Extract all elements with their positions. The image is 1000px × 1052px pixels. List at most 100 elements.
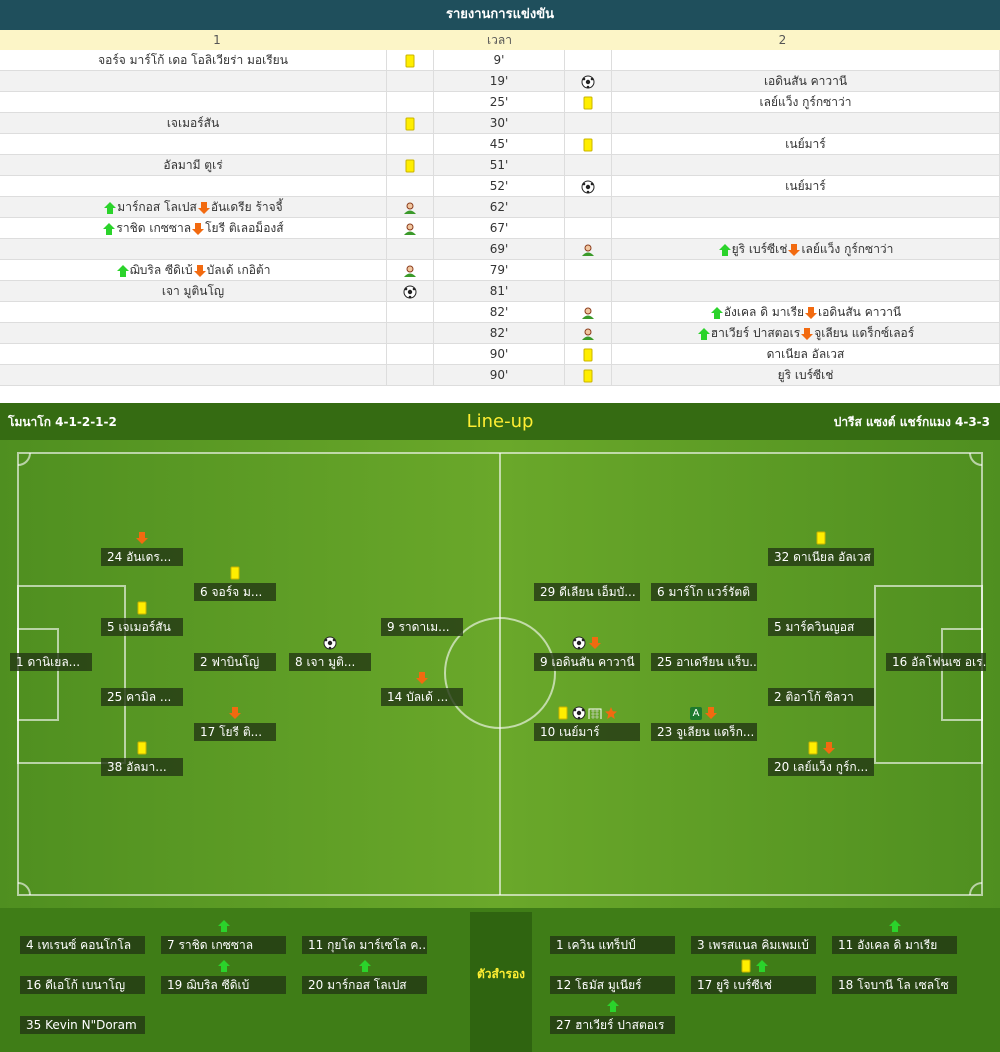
event-cell: ดาเนียล อัลเวส [612, 344, 1000, 365]
event-time: 25' [434, 92, 565, 113]
event-cell [565, 155, 612, 176]
player-icons [194, 566, 276, 580]
event-cell [0, 344, 387, 365]
sub-out-icon [192, 222, 205, 235]
report-title: รายงานการแข่งขัน [0, 0, 1000, 30]
event-cell [565, 113, 612, 134]
player-label: 5 มาร์ควินญอส [768, 618, 874, 636]
star-icon [605, 707, 617, 719]
yellow-card-icon [583, 96, 593, 109]
event-cell: มาร์กอส โลเปส อันเดรีย ร้าจจี้ [0, 197, 387, 218]
sub-in-icon [217, 960, 230, 972]
yellow-card-icon [808, 741, 818, 755]
player-label: 20 มาร์กอส โลเปส [302, 976, 427, 994]
sub-in-icon [755, 960, 768, 972]
yellow-card-icon [583, 138, 593, 151]
player-icons [101, 741, 183, 755]
player-label: 3 เพรสแนล คิมเพมเบ้ [691, 936, 816, 954]
sub-out-icon [416, 672, 428, 684]
player-label: 7 ราชิด เกซซาล [161, 936, 286, 954]
event-cell [387, 197, 434, 218]
event-cell [565, 71, 612, 92]
sub-in-icon [217, 920, 230, 932]
player-icons [534, 636, 640, 650]
player-icons [832, 919, 957, 933]
player-icons [20, 919, 145, 933]
sub-in-icon [103, 222, 116, 235]
event-cell [565, 197, 612, 218]
player-label: 38 อัลมา... [101, 758, 183, 776]
event-cell [612, 260, 1000, 281]
player-label: 2 ติอาโก้ ซิลวา [768, 688, 874, 706]
sub-out-icon [705, 707, 718, 719]
event-cell [387, 365, 434, 386]
event-time: 52' [434, 176, 565, 197]
event-cell [565, 50, 612, 71]
event-cell [565, 302, 612, 323]
goal-icon [323, 636, 337, 650]
yellow-card-icon [558, 706, 568, 720]
event-cell [612, 218, 1000, 239]
sub-in-icon [606, 1000, 619, 1012]
yellow-card-icon [230, 566, 240, 580]
player-label: 18 โจบานี โล เซลโซ [832, 976, 957, 994]
player-label: 35 Kevin N"Doram [20, 1016, 145, 1034]
player-icons [381, 671, 463, 685]
event-cell: ราชิด เกซซาล โยรี ติเลอม็องส์ [0, 218, 387, 239]
event-cell [387, 50, 434, 71]
player-label: 17 ยูริ เบร์ซีเช่ [691, 976, 816, 994]
event-time: 45' [434, 134, 565, 155]
player-icons [20, 999, 145, 1013]
player-label: 20 เลย์แว็ง กูร์ก... [768, 758, 874, 776]
player-icons [550, 999, 675, 1013]
sub-in-icon [116, 264, 129, 277]
event-time: 30' [434, 113, 565, 134]
event-cell [0, 239, 387, 260]
player-icons [691, 959, 816, 973]
event-cell [612, 281, 1000, 302]
event-cell [387, 176, 434, 197]
event-player: อัลมามี ตูเร่ [163, 158, 223, 172]
event-cell: เจเมอร์สัน [0, 113, 387, 134]
sub-out-icon [229, 707, 241, 719]
event-cell: ยูริ เบร์ซีเช่ เลย์แว็ง กูร์กซาว่า [612, 239, 1000, 260]
player-label: 1 เควิน แทร็ปป์ [550, 936, 675, 954]
player-icons [194, 636, 276, 650]
event-cell [387, 239, 434, 260]
player-icons [194, 706, 276, 720]
event-cell [565, 92, 612, 113]
event-cell [565, 176, 612, 197]
sub-in-icon [710, 306, 723, 319]
lineup: Line-up โมนาโก 4-1-2-1-2 ปารีส แซงต์ แชร… [0, 403, 1000, 1052]
goal-icon [403, 285, 417, 298]
event-player: ดาเนียล อัลเวส [766, 347, 845, 361]
player-label: 2 ฟาบินโญ่ [194, 653, 276, 671]
player-label: 17 โยรี ติ... [194, 723, 276, 741]
away-team: ปารีส แซงต์ แชร์กแมง 4-3-3 [833, 415, 990, 429]
player-icons [101, 531, 183, 545]
player-label: 12 โธมัส มูเนียร์ [550, 976, 675, 994]
event-cell: จอร์จ มาร์โก้ เดอ โอลิเวียร่า มอเรียน [0, 50, 387, 71]
event-cell [387, 71, 434, 92]
sub-out-player: เอดินสัน คาวานี [818, 305, 902, 319]
sub-out-icon [801, 327, 814, 340]
substitution-icon [404, 265, 416, 277]
yellow-card-icon [583, 369, 593, 382]
event-time: 81' [434, 281, 565, 302]
sub-in-player: ยูริ เบร์ซีเช่ [731, 242, 788, 256]
event-cell [612, 197, 1000, 218]
event-cell [387, 113, 434, 134]
event-cell [565, 260, 612, 281]
sub-in-player: ฮาเวียร์ ปาสตอเร [710, 326, 801, 340]
header-time: เวลา [434, 30, 566, 50]
player-label: 8 เจา มูติ... [289, 653, 371, 671]
event-cell [565, 281, 612, 302]
sub-out-icon [589, 637, 601, 649]
sub-in-player: ฌิบริล ซีดิเบ้ [129, 263, 193, 277]
event-cell [387, 344, 434, 365]
event-cell [565, 344, 612, 365]
player-label: 23 จูเลียน แดร็ก... [651, 723, 757, 741]
sub-out-player: บัลเด้ เกอิต้า [206, 263, 271, 277]
substitution-icon [582, 328, 594, 340]
event-time: 19' [434, 71, 565, 92]
